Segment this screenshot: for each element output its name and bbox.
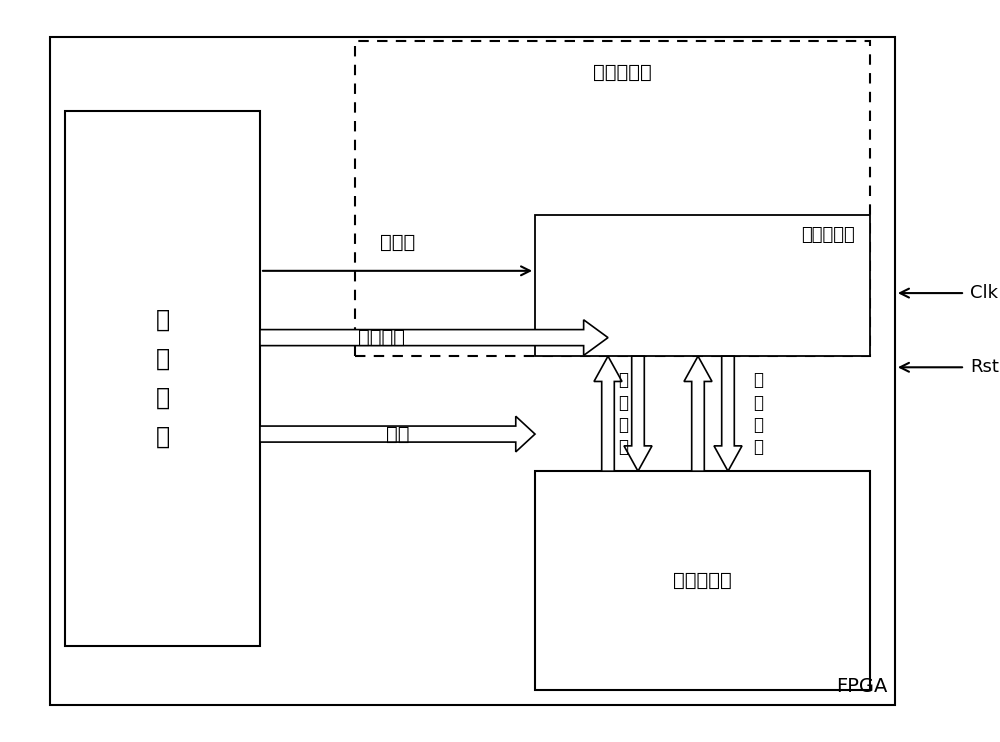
Bar [535,215,870,356]
Polygon shape [714,356,742,471]
Text: 控
制
模
块: 控 制 模 块 [155,308,170,449]
Polygon shape [624,356,652,471]
Bar [50,37,895,705]
Polygon shape [260,320,608,355]
Bar [65,111,260,646]
Text: 单脉冲: 单脉冲 [380,233,415,252]
Bar [355,41,870,356]
Polygon shape [260,416,535,452]
Text: FPGA: FPGA [836,677,887,696]
Text: 数
据
通
路: 数 据 通 路 [753,371,763,456]
Text: 可重构区域: 可重构区域 [801,226,855,244]
Text: 控
制
信
号: 控 制 信 号 [618,371,628,456]
Text: 数据: 数据 [386,424,409,444]
Text: Clk: Clk [970,284,998,302]
Text: Rst: Rst [970,358,999,376]
Polygon shape [684,356,712,471]
Text: 存储器模块: 存储器模块 [673,571,732,590]
Text: 实验区模块: 实验区模块 [593,63,652,82]
Bar [535,471,870,690]
Polygon shape [594,356,622,471]
Text: 控制信号: 控制信号 [358,328,405,347]
